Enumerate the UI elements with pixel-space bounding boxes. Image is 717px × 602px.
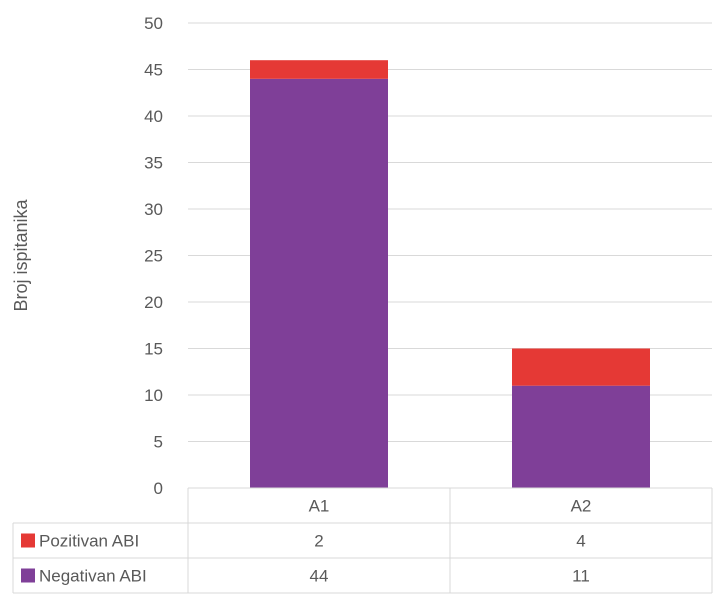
table-cell-value: 44 (310, 567, 329, 586)
bar-pozitivan-abi-a1 (250, 60, 388, 79)
y-tick-label: 45 (144, 61, 163, 80)
legend-key (21, 533, 35, 548)
y-tick-label: 50 (144, 14, 163, 33)
y-tick-label: 30 (144, 200, 163, 219)
legend-key (21, 568, 35, 583)
category-label: A2 (571, 497, 592, 516)
data-table: A1 A2 Pozitivan ABI 2 4 Negativan ABI 44 11 (12, 487, 713, 594)
table-cell-value: 11 (572, 567, 590, 586)
y-tick-label: 0 (154, 479, 163, 498)
legend-label: Pozitivan ABI (39, 532, 139, 551)
y-tick-label: 10 (144, 386, 163, 405)
y-tick-label: 40 (144, 107, 163, 126)
bars (250, 60, 650, 489)
bar-negativan-abi-a2 (512, 385, 650, 488)
legend-label: Negativan ABI (39, 567, 147, 586)
y-tick-label: 5 (154, 433, 163, 452)
y-tick-label: 35 (144, 154, 163, 173)
y-axis-ticks: 0 5 10 15 20 25 30 35 40 45 50 (144, 14, 163, 498)
y-tick-label: 20 (144, 293, 163, 312)
y-tick-label: 25 (144, 247, 163, 266)
table-cell-value: 2 (314, 532, 323, 551)
y-axis-label: Broj ispitanika (11, 198, 31, 311)
table-cell-value: 4 (576, 532, 585, 551)
bar-pozitivan-abi-a2 (512, 348, 650, 386)
y-tick-label: 15 (144, 340, 163, 359)
bar-negativan-abi-a1 (250, 78, 388, 489)
category-label: A1 (309, 497, 330, 516)
